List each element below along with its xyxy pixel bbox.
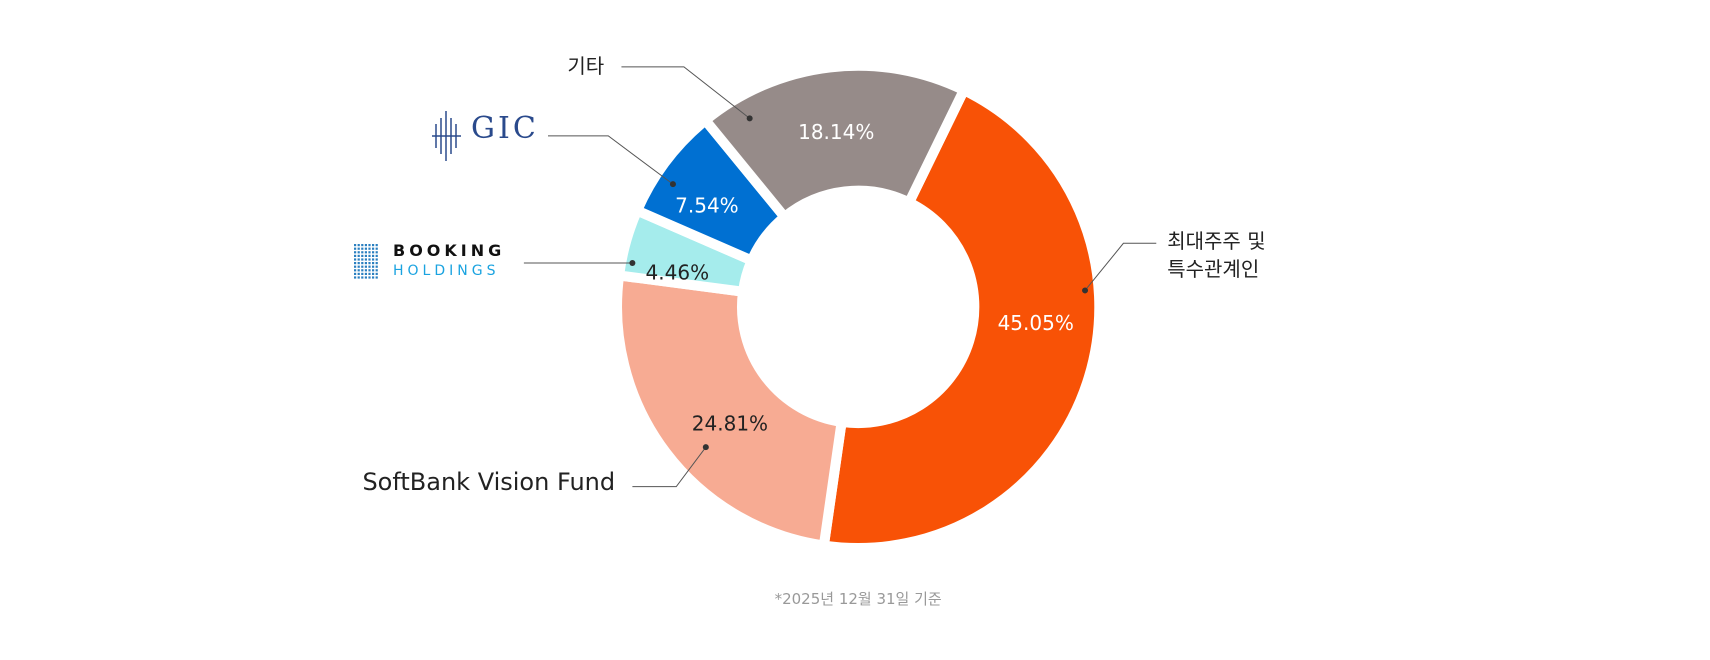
logo-dot	[361, 262, 364, 265]
slice-label: 기타	[567, 54, 605, 78]
slice-label: SoftBank Vision Fund	[362, 467, 616, 496]
logo-dot	[364, 244, 367, 247]
logo-dot	[357, 247, 360, 250]
logo-dot	[354, 272, 357, 275]
donut-slice	[818, 85, 1105, 553]
logo-dot	[357, 269, 360, 272]
logo-dot	[361, 247, 364, 250]
logo-dot	[364, 258, 367, 261]
logo-dot	[368, 254, 371, 257]
donut-slice	[700, 60, 969, 222]
logo-dot	[372, 262, 375, 265]
logo-dot	[357, 272, 360, 275]
logo-dot	[368, 262, 371, 265]
logo-dot	[375, 272, 378, 275]
slice-label: BOOKING HOLDINGS	[393, 241, 506, 279]
logo-dot	[364, 247, 367, 250]
logo-dot	[354, 244, 357, 247]
donut-slice	[612, 270, 847, 551]
logo-dot	[368, 247, 371, 250]
leader-line	[621, 66, 750, 119]
leader-dot	[669, 181, 676, 188]
logo-dot	[375, 262, 378, 265]
logo-dot	[372, 272, 375, 275]
logo-dot	[357, 262, 360, 265]
leader-dot	[1082, 287, 1089, 294]
logo-dot	[361, 251, 364, 254]
logo-dot	[364, 254, 367, 257]
value-label: 45.05%	[998, 311, 1074, 335]
slice-label: 최대주주 및 특수관계인	[1167, 228, 1266, 281]
logo-dot	[368, 276, 371, 279]
logo-dot	[372, 247, 375, 250]
logo-dot	[368, 258, 371, 261]
logo-dot	[364, 276, 367, 279]
leader-line	[632, 446, 707, 488]
logo-dot	[357, 265, 360, 268]
logo-dot	[375, 244, 378, 247]
logo-dot	[357, 244, 360, 247]
logo-dot	[368, 265, 371, 268]
logo-dot	[372, 244, 375, 247]
logo-dot	[372, 269, 375, 272]
leader-dot	[629, 260, 636, 267]
logo-dot	[368, 251, 371, 254]
logo-dot	[372, 276, 375, 279]
value-label: 7.54%	[675, 194, 739, 218]
logo-dot	[368, 269, 371, 272]
logo-dot	[372, 265, 375, 268]
booking-logo-icon	[354, 244, 378, 279]
leader-line	[1084, 242, 1157, 291]
value-label: 24.81%	[692, 412, 768, 436]
logo-dot	[361, 272, 364, 275]
logo-dot	[375, 251, 378, 254]
leader-dot	[702, 444, 709, 451]
logo-dot	[357, 258, 360, 261]
leader-line	[548, 135, 674, 185]
logo-dot	[361, 276, 364, 279]
logo-dot	[364, 251, 367, 254]
logo-dot	[375, 247, 378, 250]
logo-dot	[357, 276, 360, 279]
logo-dot	[364, 262, 367, 265]
logo-dot	[364, 265, 367, 268]
footnote: *2025년 12월 31일 기준	[774, 590, 942, 608]
value-label: 4.46%	[646, 261, 710, 285]
logo-dot	[354, 247, 357, 250]
logo-dot	[357, 251, 360, 254]
logo-dot	[361, 244, 364, 247]
logo-dot	[354, 269, 357, 272]
slice-label: GIC	[471, 111, 539, 146]
logo-dot	[361, 269, 364, 272]
logo-dot	[361, 258, 364, 261]
logo-dot	[375, 269, 378, 272]
logo-dot	[368, 244, 371, 247]
leader-dot	[746, 115, 753, 122]
logo-dot	[354, 251, 357, 254]
logo-dot	[354, 276, 357, 279]
logo-dot	[354, 254, 357, 257]
gic-logo-icon	[432, 111, 461, 161]
logo-dot	[354, 265, 357, 268]
logo-dot	[364, 272, 367, 275]
logo-dot	[375, 265, 378, 268]
logo-dot	[364, 269, 367, 272]
logo-dot	[361, 254, 364, 257]
logo-dot	[354, 262, 357, 265]
logo-dot	[357, 254, 360, 257]
logo-dot	[361, 265, 364, 268]
logo-dot	[372, 254, 375, 257]
logo-dot	[375, 258, 378, 261]
logo-dot	[372, 251, 375, 254]
logo-dot	[354, 258, 357, 261]
logo-dot	[375, 276, 378, 279]
logo-dot	[368, 272, 371, 275]
value-label: 18.14%	[798, 120, 874, 144]
logo-dot	[375, 254, 378, 257]
logo-dot	[372, 258, 375, 261]
